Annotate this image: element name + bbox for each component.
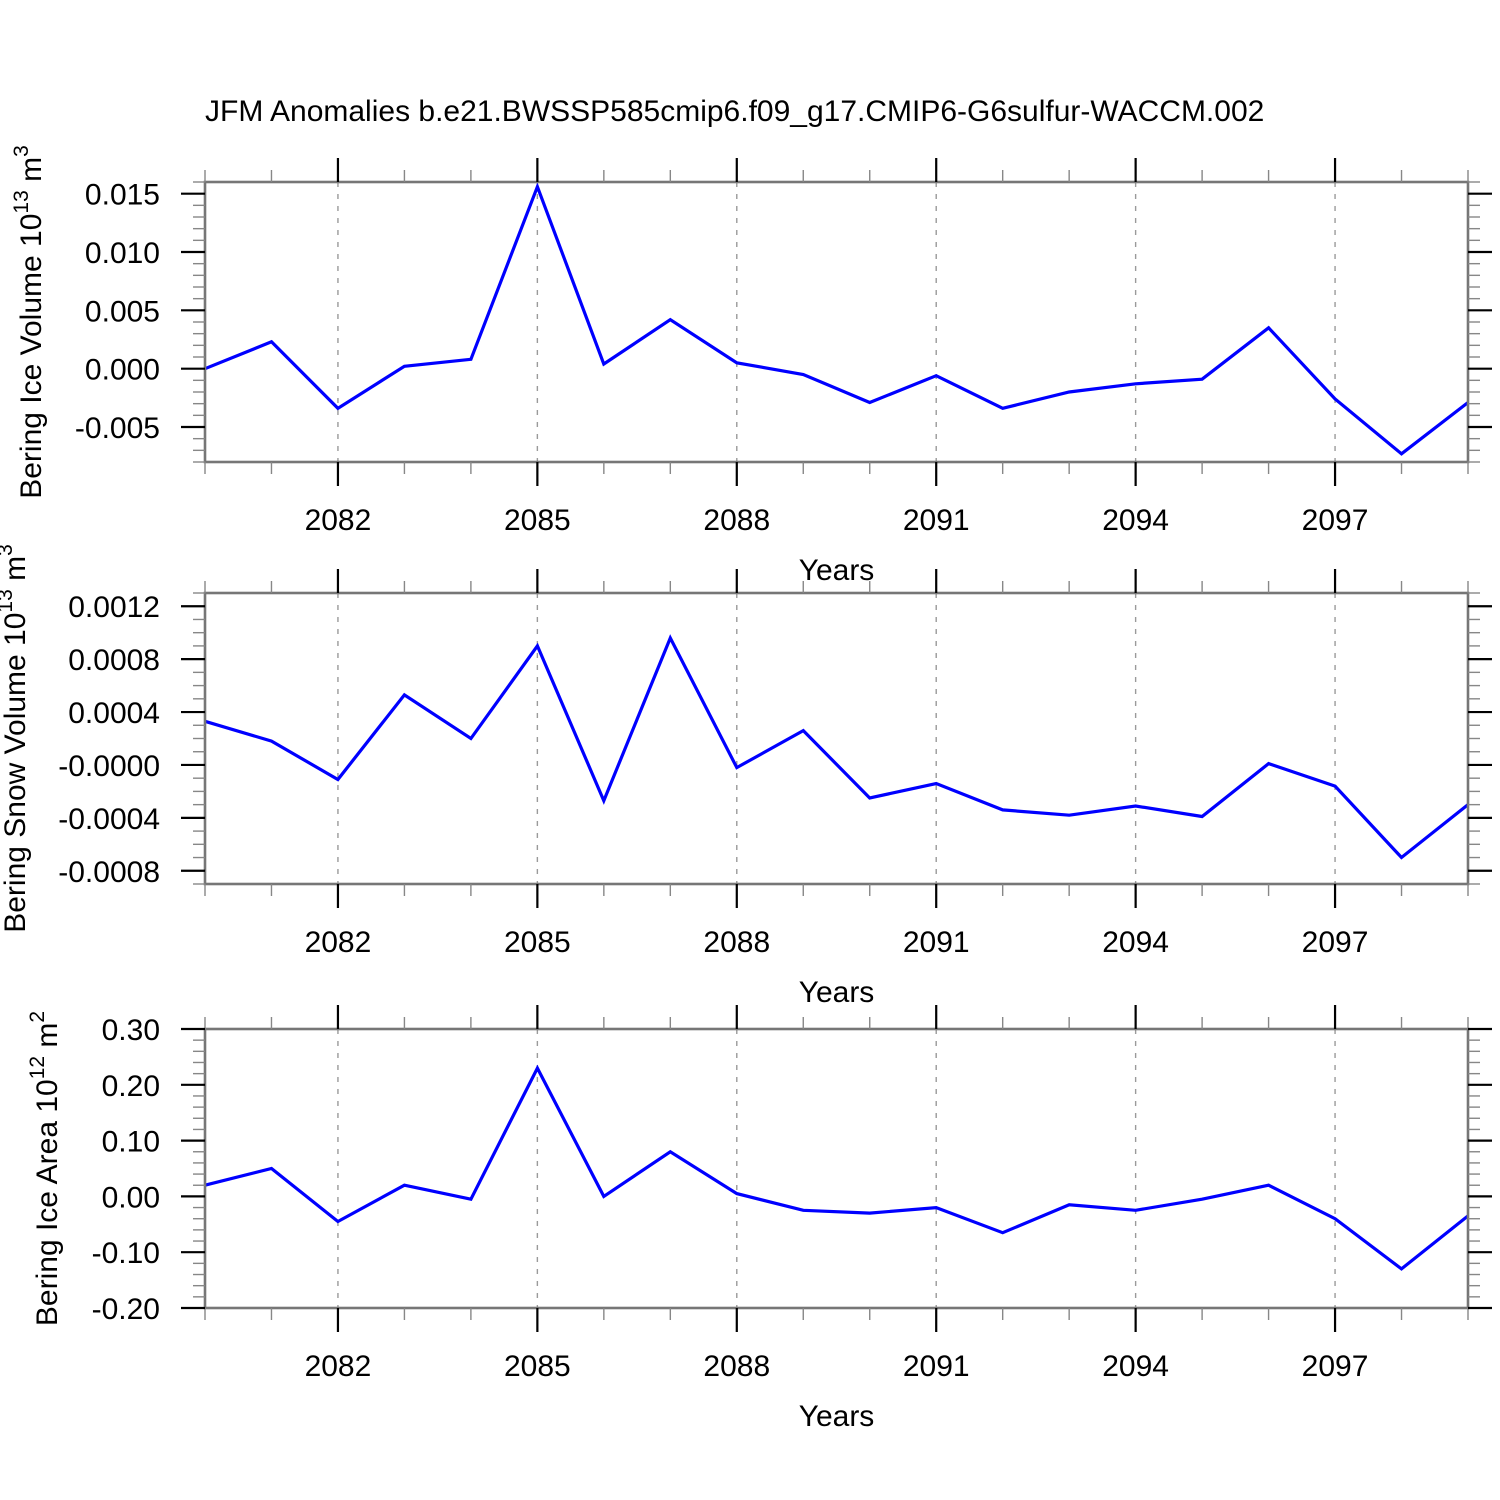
y-tick-label: 0.0004 [68,697,160,730]
x-tick-label: 2085 [504,504,571,537]
y-tick-label: -0.005 [75,412,160,445]
y-tick-label: 0.010 [85,237,160,270]
plot-frame [203,180,1470,464]
y-tick-label: -0.20 [92,1293,160,1326]
series-line [204,634,1469,860]
y-tick-label: 0.000 [85,354,160,387]
y-tick-label: -0.0008 [58,856,160,889]
chart-panel: 0.015 0.010 0.005 0.000 -0.005 2082 2085 2088 20… [10,145,1492,587]
plot-frame [203,1027,1470,1310]
y-tick-label: 0.00 [102,1181,160,1214]
x-axis-title: Years [799,976,875,1009]
x-tick-label: 2085 [504,1350,571,1383]
x-tick-label: 2094 [1102,926,1169,959]
series-line [204,1064,1469,1271]
y-axis-title: Bering Ice Volume 1013 m3 [10,145,48,499]
x-tick-label: 2097 [1302,504,1369,537]
series-line [204,182,1469,456]
plot-frame [203,591,1470,886]
y-tick-label: 0.10 [102,1126,160,1159]
y-tick-label: -0.0004 [58,803,160,836]
x-tick-label: 2094 [1102,1350,1169,1383]
x-tick-label: 2082 [305,1350,372,1383]
x-tick-label: 2088 [703,1350,770,1383]
x-axis-title: Years [799,554,875,587]
x-tick-label: 2097 [1302,1350,1369,1383]
chart-panel: 0.30 0.20 0.10 0.00 -0.10 -0.20 2082 2085 2088 20… [26,1005,1492,1433]
x-axis-title: Years [799,1400,875,1433]
x-tick-label: 2088 [703,926,770,959]
x-tick-label: 2094 [1102,504,1169,537]
y-tick-label: -0.0000 [58,750,160,783]
x-tick-label: 2091 [903,1350,970,1383]
y-tick-label: 0.0012 [68,591,160,624]
x-tick-label: 2082 [305,926,372,959]
y-tick-label: -0.10 [92,1237,160,1270]
y-axis-title: Bering Snow Volume 1013 m3 [0,544,32,933]
x-tick-label: 2088 [703,504,770,537]
y-axis-title: Bering Ice Area 1012 m2 [26,1011,64,1326]
x-tick-label: 2091 [903,926,970,959]
chart-panel: 0.0012 0.0008 0.0004 -0.0000 -0.0004 -0.0008 2… [0,544,1492,1009]
y-tick-label: 0.015 [85,179,160,212]
x-tick-label: 2085 [504,926,571,959]
x-tick-label: 2091 [903,504,970,537]
y-tick-label: 0.20 [102,1070,160,1103]
figure-title: JFM Anomalies b.e21.BWSSP585cmip6.f09_g1… [205,95,1265,128]
y-tick-label: 0.005 [85,295,160,328]
y-tick-label: 0.30 [102,1014,160,1047]
x-tick-label: 2082 [305,504,372,537]
y-tick-label: 0.0008 [68,644,160,677]
x-tick-label: 2097 [1302,926,1369,959]
